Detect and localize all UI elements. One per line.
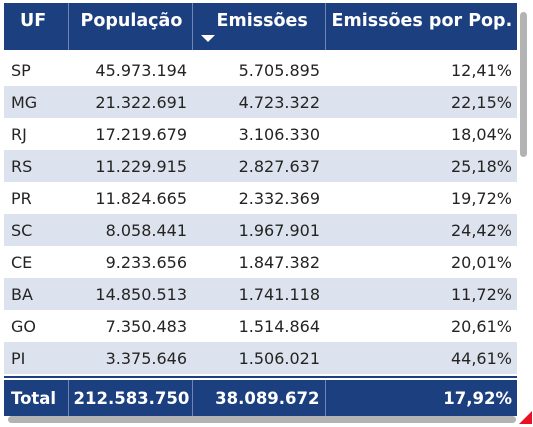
column-header-emissoes-por-pop[interactable]: Emissões por Pop.: [324, 3, 517, 50]
cell-populacao: 45.973.194: [68, 50, 192, 86]
header-row: UF População Emissões Emissões por Pop.: [4, 3, 517, 50]
table-row[interactable]: MG 21.322.691 4.723.322 22,15%: [4, 86, 517, 118]
total-emissoes: 38.089.672: [191, 380, 325, 416]
horizontal-scrollbar-thumb[interactable]: [8, 416, 516, 423]
cell-populacao: 11.229.915: [68, 150, 192, 182]
cell-emissoes: 5.705.895: [192, 50, 325, 86]
cell-populacao: 14.850.513: [68, 278, 192, 310]
cell-emissoes: 2.332.369: [192, 182, 325, 214]
cell-uf: RS: [4, 150, 68, 182]
cell-emissoes: 1.741.118: [192, 278, 325, 310]
cell-emissoes-por-pop: 19,72%: [325, 182, 517, 214]
cell-uf: PI: [4, 342, 68, 374]
column-header-populacao[interactable]: População: [67, 3, 192, 50]
vertical-scrollbar-thumb[interactable]: [520, 12, 527, 157]
cell-emissoes-por-pop: 24,42%: [325, 214, 517, 246]
cell-emissoes: 4.723.322: [192, 86, 325, 118]
total-emissoes-por-pop: 17,92%: [324, 380, 517, 416]
column-header-emissoes[interactable]: Emissões: [191, 3, 325, 50]
table-row[interactable]: BA 14.850.513 1.741.118 11,72%: [4, 278, 517, 310]
table-row[interactable]: SP 45.973.194 5.705.895 12,41%: [4, 50, 517, 86]
cell-emissoes: 3.106.330: [192, 118, 325, 150]
cell-emissoes-por-pop: 11,72%: [325, 278, 517, 310]
cell-populacao: 21.322.691: [68, 86, 192, 118]
cell-uf: RJ: [4, 118, 68, 150]
column-header-uf-label: UF: [20, 11, 47, 31]
column-header-uf[interactable]: UF: [4, 3, 68, 50]
cell-uf: PR: [4, 182, 68, 214]
total-label: Total: [4, 380, 68, 416]
cell-emissoes-por-pop: 18,04%: [325, 118, 517, 150]
cell-emissoes: 2.827.637: [192, 150, 325, 182]
cell-uf: SC: [4, 214, 68, 246]
column-header-emissoes-por-pop-label: Emissões por Pop.: [331, 11, 513, 31]
cell-populacao: 3.375.646: [68, 342, 192, 374]
cell-emissoes-por-pop: 44,61%: [325, 342, 517, 374]
cell-populacao: 17.219.679: [68, 118, 192, 150]
cell-populacao: 11.824.665: [68, 182, 192, 214]
table-row[interactable]: RS 11.229.915 2.827.637 25,18%: [4, 150, 517, 182]
column-header-emissoes-label: Emissões: [216, 11, 308, 31]
total-populacao: 212.583.750: [67, 380, 192, 416]
table-row[interactable]: SC 8.058.441 1.967.901 24,42%: [4, 214, 517, 246]
table-row[interactable]: CE 9.233.656 1.847.382 20,01%: [4, 246, 517, 278]
cell-emissoes: 1.506.021: [192, 342, 325, 374]
table-row[interactable]: PR 11.824.665 2.332.369 19,72%: [4, 182, 517, 214]
cell-uf: CE: [4, 246, 68, 278]
table-row[interactable]: PI 3.375.646 1.506.021 44,61%: [4, 342, 517, 374]
cell-populacao: 7.350.483: [68, 310, 192, 342]
total-row: Total 212.583.750 38.089.672 17,92%: [4, 380, 517, 416]
total-table: Total 212.583.750 38.089.672 17,92%: [4, 380, 517, 416]
sort-descending-icon[interactable]: [200, 35, 215, 42]
cell-emissoes-por-pop: 20,01%: [325, 246, 517, 278]
cell-emissoes: 1.514.864: [192, 310, 325, 342]
resize-corner-icon[interactable]: [519, 411, 532, 424]
cell-emissoes-por-pop: 12,41%: [325, 50, 517, 86]
cell-emissoes: 1.847.382: [192, 246, 325, 278]
cell-uf: SP: [4, 50, 68, 86]
table-row[interactable]: RJ 17.219.679 3.106.330 18,04%: [4, 118, 517, 150]
data-table: UF População Emissões Emissões por Pop. …: [4, 3, 517, 374]
vertical-scrollbar-track[interactable]: [519, 3, 528, 373]
cell-emissoes-por-pop: 22,15%: [325, 86, 517, 118]
column-header-populacao-label: População: [80, 11, 183, 31]
cell-uf: MG: [4, 86, 68, 118]
table-row[interactable]: GO 7.350.483 1.514.864 20,61%: [4, 310, 517, 342]
cell-populacao: 9.233.656: [68, 246, 192, 278]
cell-emissoes-por-pop: 25,18%: [325, 150, 517, 182]
cell-uf: GO: [4, 310, 68, 342]
cell-populacao: 8.058.441: [68, 214, 192, 246]
cell-emissoes: 1.967.901: [192, 214, 325, 246]
cell-uf: BA: [4, 278, 68, 310]
cell-emissoes-por-pop: 20,61%: [325, 310, 517, 342]
total-divider: [4, 376, 517, 378]
